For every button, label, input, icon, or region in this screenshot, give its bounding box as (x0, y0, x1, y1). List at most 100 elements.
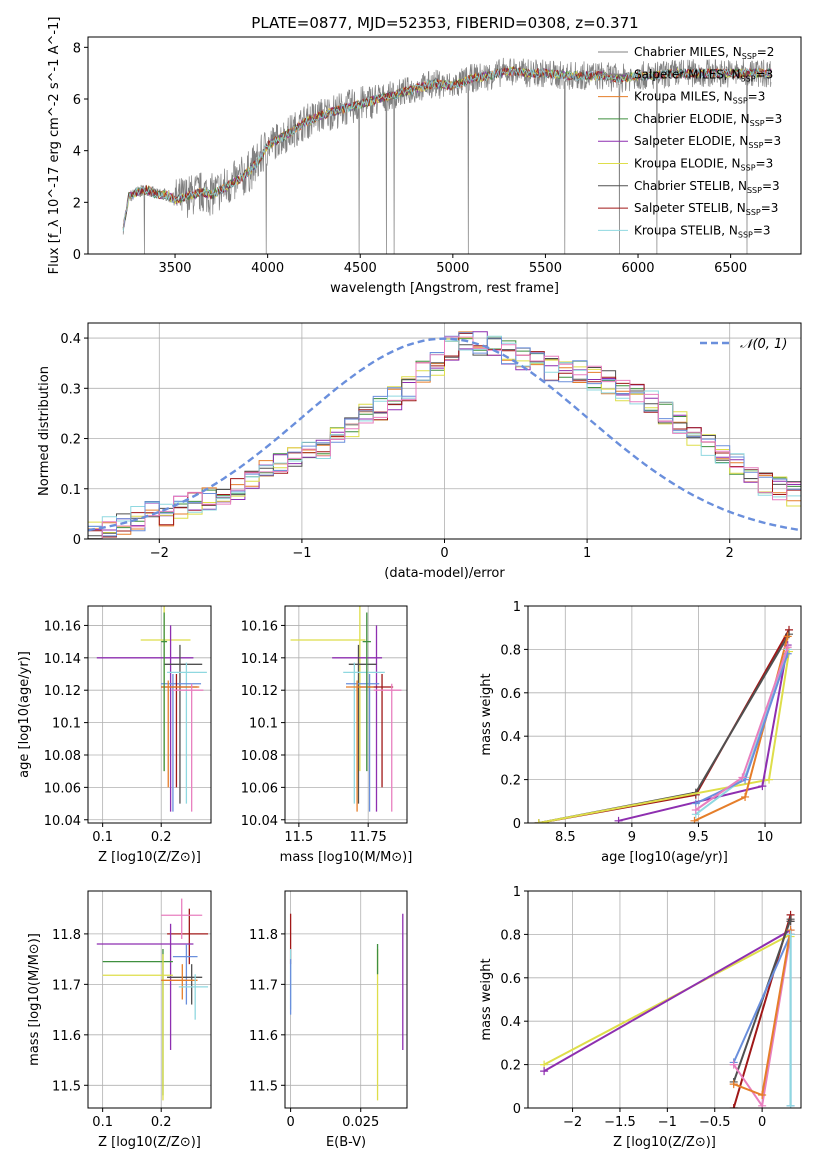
y-tick-label: 11.6 (52, 1029, 81, 1044)
plus-marker (783, 632, 792, 641)
y-tick-label: 10.14 (44, 652, 81, 667)
plus-marker (741, 792, 750, 801)
plot-area (96, 898, 209, 1101)
legend-label: 𝒩(0, 1) (740, 337, 787, 352)
x-tick-label: 0 (286, 1115, 294, 1130)
x-tick-label: 6500 (714, 261, 747, 276)
x-axis-label: wavelength [Angstrom, rest frame] (330, 281, 559, 296)
x-tick-label: −2 (150, 546, 169, 561)
plus-marker (690, 816, 699, 823)
x-axis-label: mass [log10(M/M⊙)] (280, 850, 413, 865)
plus-marker (758, 1090, 767, 1099)
legend-label: Kroupa MILES, NSSP=3 (634, 90, 765, 106)
y-tick-label: 0.3 (60, 382, 81, 397)
plus-marker (534, 819, 543, 823)
y-tick-label: 2 (73, 196, 81, 211)
errorbar-point (96, 625, 194, 812)
axes-frame (284, 605, 408, 824)
x-axis-label: Z [log10(Z/Z⊙)] (613, 1135, 716, 1150)
x-tick-label: 2 (726, 546, 734, 561)
y-tick-label: 11.5 (52, 1079, 81, 1094)
plus-marker (786, 930, 795, 939)
errorbar-point (161, 612, 168, 772)
normal-curve-line (88, 337, 801, 532)
plot-area (540, 910, 795, 1108)
plus-marker (540, 1067, 549, 1076)
x-tick-label: 5000 (436, 261, 469, 276)
plus-marker (691, 805, 700, 814)
errorbar-point (164, 644, 203, 804)
plus-marker (758, 1101, 767, 1108)
y-tick-label: 10.14 (241, 652, 278, 667)
y-tick-label: 0.4 (500, 730, 521, 745)
mass-weight-series-line (695, 653, 789, 805)
y-tick-label: 0.8 (500, 643, 521, 658)
figure-title: PLATE=0877, MJD=52353, FIBERID=0308, z=0… (251, 14, 638, 32)
plus-marker (786, 1101, 795, 1108)
y-tick-label: 0.8 (500, 928, 521, 943)
histogram-legend: 𝒩(0, 1) (700, 337, 787, 352)
x-tick-label: 0.1 (92, 1115, 113, 1130)
errorbar-point (290, 606, 366, 772)
y-tick-label: 0 (73, 248, 81, 263)
legend-label: Salpeter STELIB, NSSP=3 (634, 201, 778, 217)
y-tick-label: 0.4 (500, 1015, 521, 1030)
y-tick-label: 11.8 (52, 928, 81, 943)
y-axis-label: age [log10(age/yr)] (17, 651, 32, 778)
plot-area (289, 913, 404, 1101)
x-tick-label: 0.2 (151, 830, 172, 845)
x-tick-label: 11.75 (350, 830, 387, 845)
y-axis-label: mass weight (479, 673, 494, 755)
plot-area (290, 606, 402, 812)
legend-label: Chabrier ELODIE, NSSP=3 (634, 112, 782, 128)
errorbar-point (102, 954, 173, 1101)
x-axis-label: E(B-V) (326, 1135, 366, 1150)
y-tick-label: 0.1 (60, 483, 81, 498)
y-tick-label: 10.1 (249, 717, 278, 732)
y-tick-label: 10.12 (44, 684, 81, 699)
plus-marker (614, 816, 623, 823)
errorbar-point (343, 662, 385, 804)
y-tick-label: 0 (73, 533, 81, 548)
y-tick-label: 10.12 (241, 684, 278, 699)
mass-vs-ebv-panel: 0 0.025 11.5 11.6 11.7 11.8 E(B-V) (249, 890, 408, 1150)
y-tick-label: 0.6 (500, 972, 521, 987)
axes-frame (527, 890, 802, 1109)
x-tick-label: 0.2 (151, 1115, 172, 1130)
y-tick-label: 4 (73, 145, 81, 160)
errorbar-point (140, 606, 191, 772)
y-tick-label: 10.1 (52, 717, 81, 732)
legend-label: Salpeter ELODIE, NSSP=3 (634, 134, 781, 150)
y-tick-label: 0.2 (500, 1059, 521, 1074)
age-vs-metallicity-panel: 0.1 0.2 10.04 10.06 10.08 10.1 10.12 10.14 10.16… (17, 605, 212, 865)
mass-vs-metallicity-panel: 0.1 0.2 11.5 11.6 11.7 11.8 Z [log10(Z/Z⊙)] mas… (27, 890, 212, 1150)
axes-frame (284, 890, 408, 1109)
y-tick-label: 11.7 (52, 978, 81, 993)
plus-marker (758, 782, 767, 791)
y-tick-label: 0.6 (500, 687, 521, 702)
errorbar-point (167, 662, 207, 804)
y-tick-label: 0 (513, 1102, 521, 1117)
errorbar-point (161, 898, 203, 939)
y-tick-label: 11.8 (249, 928, 278, 943)
y-axis-label: mass weight (479, 958, 494, 1040)
errorbar-point (332, 625, 383, 812)
x-tick-label: 0 (758, 1115, 766, 1130)
plus-marker (783, 643, 792, 652)
mass-weight-series-line (538, 633, 790, 823)
errorbar-point (346, 680, 374, 812)
x-axis-label: Z [log10(Z/Z⊙)] (98, 850, 201, 865)
plus-marker (786, 917, 795, 926)
y-tick-label: 0.2 (500, 774, 521, 789)
plus-marker (765, 775, 774, 784)
y-tick-label: 1 (513, 600, 521, 615)
axes-frame (527, 605, 802, 824)
mass-weight-series-line (538, 629, 790, 823)
y-tick-label: 10.06 (44, 781, 81, 796)
errorbar-point (178, 974, 209, 1020)
age-vs-mass-panel: 11.5 11.75 10.04 10.06 10.08 10.1 10.12 10.14 10… (241, 605, 413, 865)
legend-label: Chabrier STELIB, NSSP=3 (634, 179, 780, 195)
plus-marker (729, 1104, 738, 1108)
mass-weight-series-line (538, 651, 790, 823)
